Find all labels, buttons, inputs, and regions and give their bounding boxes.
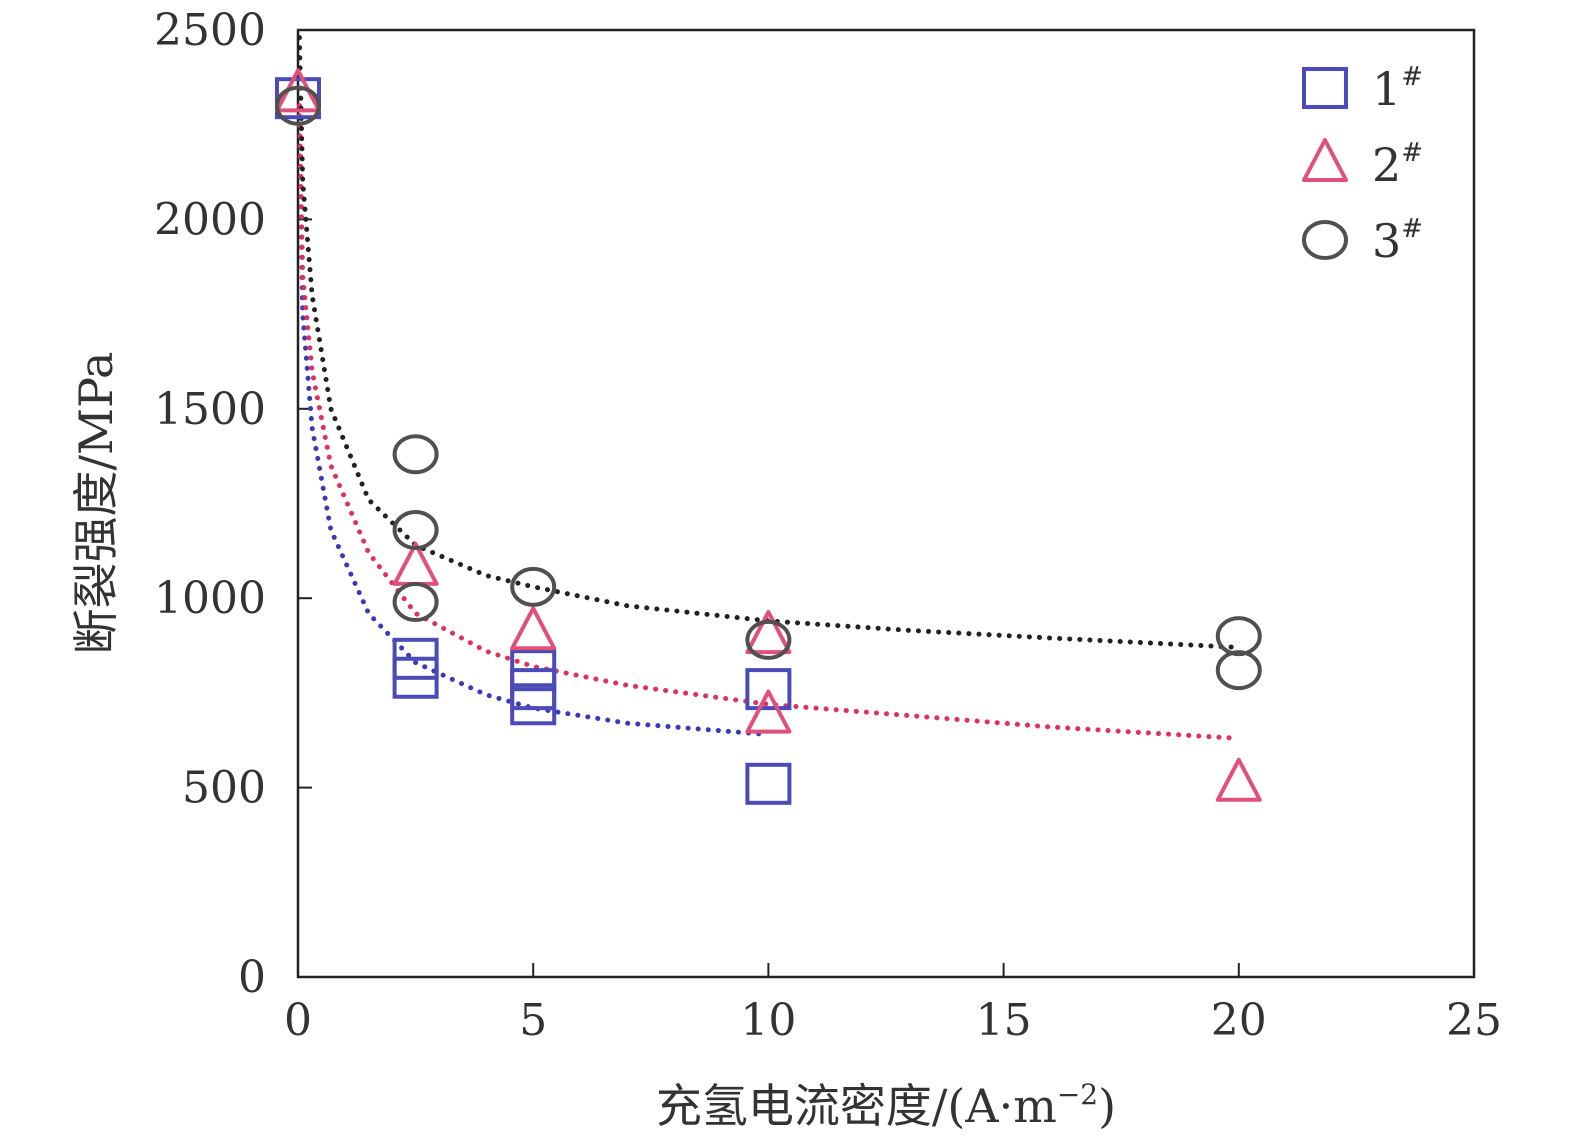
point-square [745,762,792,805]
legend: 1#2#3# [1302,62,1423,268]
point-circle [275,85,321,126]
legend-label: 3# [1372,214,1423,268]
legend-label-sup: # [1401,138,1423,168]
legend-marker-square [1302,67,1348,109]
point-square [510,683,557,726]
point-circle [745,619,792,660]
point-triangle [1215,757,1262,802]
y-tick-label: 1000 [154,573,266,624]
point-circle [1215,650,1262,691]
x-tick-label: 0 [284,995,312,1046]
y-axis-title: 断裂强度/MPa [69,352,123,655]
point-circle [392,581,439,622]
x-axis-title-main: 充氢电流密度/(A·m [656,1079,1057,1133]
axis-ticks: 0 5 10 15 20 25 0 500 1000 1500 2000 2500 [154,5,1502,1046]
legend-label-name: 2 [1372,138,1401,192]
y-tick-label: 2000 [154,194,266,245]
legend-marker-triangle [1302,138,1348,182]
point-triangle [510,606,557,651]
x-tick-label: 10 [740,995,796,1046]
data-points [275,68,1262,805]
legend-marker-circle [1302,220,1348,260]
x-tick-label: 15 [976,995,1032,1046]
x-tick-label: 5 [519,995,547,1046]
legend-label-sup: # [1401,214,1423,244]
point-circle [1215,616,1262,657]
fit-curves [296,35,1242,741]
x-axis-title-exponent: −2 [1057,1078,1098,1111]
x-tick-label: 20 [1211,995,1267,1046]
y-tick-label: 2500 [154,5,266,56]
legend-label: 2# [1372,138,1423,192]
legend-label-name: 1 [1372,62,1401,116]
x-tick-label: 25 [1446,995,1502,1046]
legend-label-sup: # [1401,62,1423,92]
y-tick-label: 1500 [154,384,266,435]
point-square [745,668,792,711]
plot-frame [296,28,1476,979]
point-triangle [745,689,792,734]
point-square [392,656,439,699]
y-tick-label: 500 [182,763,266,814]
legend-label-name: 3 [1372,214,1401,268]
fit-curve-circle [296,35,1242,650]
x-axis-title-close: ) [1098,1079,1116,1133]
legend-label: 1# [1372,62,1423,116]
fit-curve-triangle [296,103,1242,741]
point-circle [510,566,557,607]
y-tick-label: 0 [238,952,266,1003]
point-circle [392,434,439,475]
point-triangle [745,610,792,655]
fit-curve-square [296,103,771,738]
point-circle [392,510,439,551]
x-axis-title: 充氢电流密度/(A·m−2) [656,1078,1116,1133]
